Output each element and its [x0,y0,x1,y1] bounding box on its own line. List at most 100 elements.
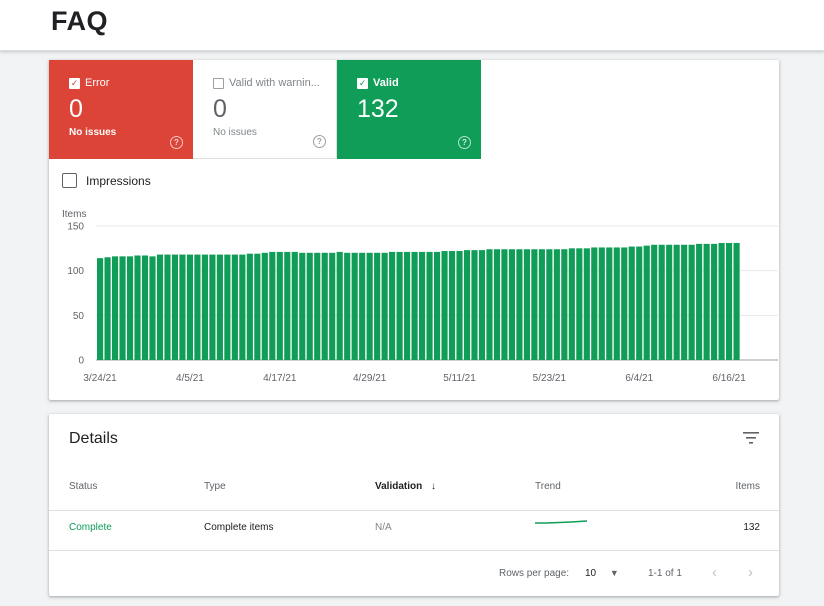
warning-tile[interactable]: Valid with warnin... 0 No issues ? [193,60,337,159]
bar[interactable] [546,249,553,360]
impressions-toggle[interactable]: Impressions [62,173,151,188]
bar[interactable] [404,251,411,360]
bar[interactable] [126,256,134,360]
bar[interactable] [643,245,650,360]
bar[interactable] [606,247,613,360]
bar[interactable] [396,251,403,360]
bar[interactable] [456,251,463,360]
help-icon[interactable]: ? [458,136,471,149]
valid-tile[interactable]: ✓ Valid 132 ? [337,60,481,159]
column-header-trend[interactable]: Trend [535,481,561,492]
bar[interactable] [104,257,111,360]
bar[interactable] [478,250,486,360]
warning-checkbox[interactable] [213,77,224,89]
row-status[interactable]: Complete [69,522,112,533]
bar[interactable] [448,251,456,360]
bar[interactable] [141,255,149,360]
bar[interactable] [291,251,298,360]
bar[interactable] [658,244,665,360]
bar[interactable] [523,249,530,360]
column-header-status[interactable]: Status [69,481,98,492]
bar[interactable] [568,248,575,360]
bar[interactable] [134,255,141,360]
bar[interactable] [351,252,358,360]
bar[interactable] [374,252,381,360]
help-icon[interactable]: ? [313,135,326,148]
bar[interactable] [164,254,171,360]
bar[interactable] [583,248,590,360]
bar[interactable] [344,252,351,360]
bar[interactable] [493,249,501,360]
bar[interactable] [651,244,658,360]
bar[interactable] [366,252,373,360]
bar[interactable] [628,246,635,360]
bar[interactable] [179,254,186,360]
column-header-items[interactable]: Items [735,481,760,492]
chevron-left-icon[interactable]: ‹ [712,564,717,581]
bar[interactable] [156,254,164,360]
bar[interactable] [209,254,216,360]
bar[interactable] [703,243,710,360]
bar[interactable] [149,256,156,360]
error-checkbox[interactable]: ✓ [69,77,80,89]
rows-per-page-select[interactable]: 10 ▼ [585,568,619,579]
bar[interactable] [636,246,643,360]
bar[interactable] [426,251,433,360]
bar[interactable] [463,250,471,360]
bar[interactable] [419,251,426,360]
bar[interactable] [194,254,201,360]
bar[interactable] [733,242,740,360]
bar[interactable] [269,251,276,360]
bar[interactable] [553,249,560,360]
bar[interactable] [673,244,680,360]
bar[interactable] [254,253,261,360]
column-header-validation[interactable]: Validation ↓ [375,481,436,492]
bar[interactable] [681,244,688,360]
bar[interactable] [314,252,321,360]
bar[interactable] [598,247,605,360]
bar[interactable] [538,249,545,360]
bar[interactable] [508,249,515,360]
filter-icon[interactable] [743,432,759,444]
bar[interactable] [224,254,231,360]
column-header-type[interactable]: Type [204,481,226,492]
bar[interactable] [576,248,583,360]
bar[interactable] [389,251,396,360]
bar[interactable] [711,243,718,360]
help-icon[interactable]: ? [170,136,183,149]
bar[interactable] [501,249,508,360]
bar[interactable] [591,247,598,360]
bar[interactable] [359,252,366,360]
bar[interactable] [666,244,673,360]
bar[interactable] [433,251,441,360]
bar[interactable] [284,251,291,360]
bar[interactable] [613,247,620,360]
bar[interactable] [306,252,313,360]
impressions-checkbox[interactable] [62,173,77,188]
bar[interactable] [186,254,193,360]
bar[interactable] [621,247,628,360]
bar[interactable] [239,254,246,360]
bar[interactable] [231,254,238,360]
bar[interactable] [276,251,283,360]
bar[interactable] [119,256,126,360]
bar[interactable] [321,252,328,360]
chevron-right-icon[interactable]: › [748,564,753,581]
valid-checkbox[interactable]: ✓ [357,77,368,89]
bar[interactable] [486,249,493,360]
bar[interactable] [471,250,478,360]
bar[interactable] [216,254,223,360]
bar[interactable] [441,251,448,360]
bar[interactable] [97,258,104,360]
bar[interactable] [726,242,733,360]
bar[interactable] [246,253,253,360]
bar[interactable] [531,249,538,360]
bar[interactable] [336,251,343,360]
bar[interactable] [561,249,568,360]
bar[interactable] [696,243,703,360]
bar[interactable] [111,256,119,360]
error-tile[interactable]: ✓ Error 0 No issues ? [49,60,193,159]
bar[interactable] [688,244,695,360]
bar[interactable] [411,251,418,360]
bar[interactable] [718,242,725,360]
